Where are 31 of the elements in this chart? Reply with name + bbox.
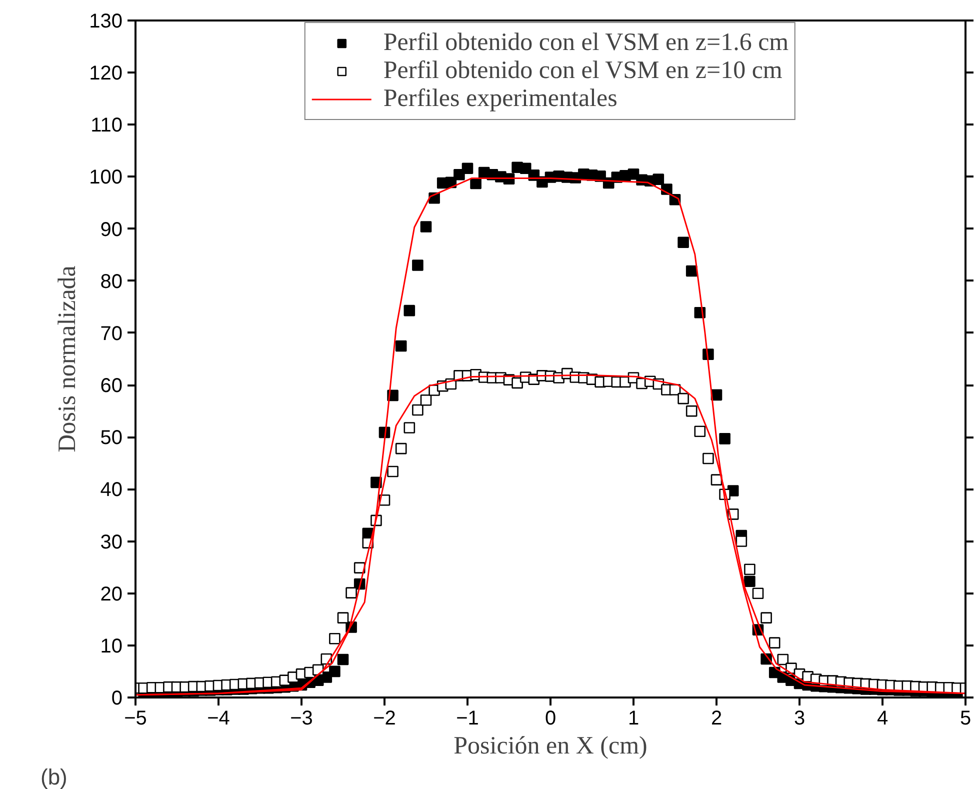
text: (b)	[40, 764, 68, 789]
legend-label: Perfiles experimentales	[383, 85, 618, 113]
y-axis-title: Dosis normalizada	[54, 266, 82, 452]
legend-label: Perfil obtenido con el VSM en z=1.6 cm	[383, 29, 789, 57]
y-tick-label: 20	[100, 583, 123, 606]
y-tick-label: 30	[100, 531, 123, 554]
y-tick-label: 90	[100, 218, 123, 241]
x-axis-title: Posición en X (cm)	[454, 732, 648, 760]
x-tick-label: 3	[794, 708, 806, 730]
y-tick-label: 100	[89, 166, 123, 189]
x-tick-label: 2	[710, 708, 722, 730]
y-tick-label: 80	[100, 270, 123, 293]
y-tick-label: 130	[89, 10, 123, 32]
y-tick-label: 120	[89, 62, 123, 85]
y-tick-label: 0	[111, 688, 122, 710]
x-tick-label: −3	[290, 708, 313, 730]
x-tick-label: −1	[456, 708, 479, 730]
x-tick-label: 4	[876, 708, 888, 730]
x-tick-label: 1	[628, 708, 640, 730]
x-tick-label: 0	[544, 708, 556, 730]
y-tick-label: 10	[100, 635, 123, 658]
x-tick-label: −2	[373, 708, 396, 730]
y-tick-label: 40	[100, 479, 123, 502]
x-tick-label: 5	[960, 708, 972, 730]
x-tick-label: −5	[124, 708, 147, 730]
y-tick-label: 60	[100, 375, 123, 398]
legend-label: Perfil obtenido con el VSM en z=10 cm	[383, 57, 782, 85]
y-tick-label: 70	[100, 322, 123, 345]
y-tick-label: 110	[90, 114, 123, 137]
x-tick-label: −4	[207, 708, 230, 730]
y-tick-label: 50	[100, 427, 123, 450]
